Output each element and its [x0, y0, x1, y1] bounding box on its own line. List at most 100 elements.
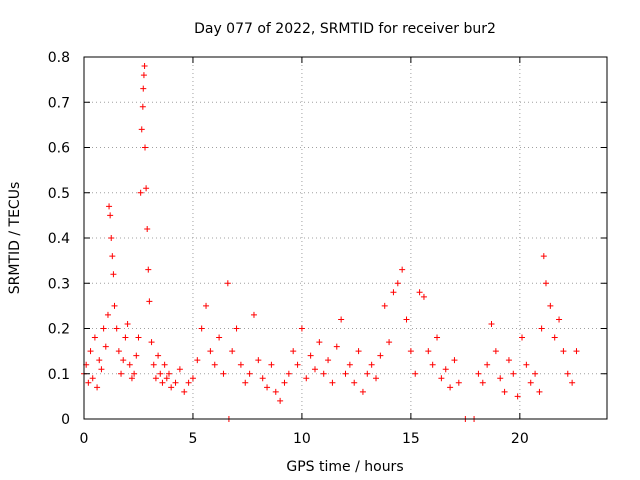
data-point: [272, 388, 279, 395]
data-point: [152, 375, 159, 382]
data-point: [207, 348, 214, 355]
data-point: [492, 348, 499, 355]
data-point: [268, 361, 275, 368]
data-point: [368, 361, 375, 368]
data-point: [102, 343, 109, 350]
data-point: [157, 370, 164, 377]
data-point: [198, 325, 205, 332]
y-axis-label: SRMTID / TECUs: [7, 182, 23, 295]
data-point: [145, 266, 152, 273]
data-point: [290, 348, 297, 355]
data-point: [89, 375, 96, 382]
data-point: [185, 379, 192, 386]
y-tick-label: 0.2: [48, 322, 70, 338]
data-point: [514, 393, 521, 400]
data-point: [429, 361, 436, 368]
data-point: [527, 379, 534, 386]
data-point: [569, 379, 576, 386]
data-point: [540, 253, 547, 260]
data-point: [108, 235, 115, 241]
data-point: [133, 352, 140, 359]
data-point: [523, 361, 530, 368]
data-point: [111, 302, 118, 309]
data-points: [81, 63, 580, 422]
data-point: [407, 348, 414, 355]
y-tick-label: 0.5: [48, 186, 70, 202]
y-tick-label: 0.3: [48, 276, 70, 292]
data-point: [320, 370, 327, 377]
y-tick-label: 0.6: [48, 141, 70, 157]
data-point: [364, 370, 371, 377]
y-tick-label: 0.4: [48, 231, 70, 247]
data-point: [165, 370, 172, 377]
data-point: [148, 339, 155, 346]
x-tick-label: 0: [80, 431, 89, 447]
data-point: [434, 334, 441, 341]
data-point: [150, 361, 157, 368]
data-point: [425, 348, 432, 355]
data-point: [399, 266, 406, 273]
data-point: [250, 311, 257, 318]
data-point: [242, 379, 249, 386]
x-tick-label: 20: [511, 431, 529, 447]
data-point: [377, 352, 384, 359]
data-point: [547, 302, 554, 309]
data-point: [316, 339, 323, 346]
data-point: [143, 185, 150, 192]
data-point: [172, 379, 179, 386]
data-point: [390, 289, 397, 296]
data-point: [128, 375, 135, 382]
data-point: [285, 370, 292, 377]
data-point: [106, 203, 113, 210]
x-tick-label: 10: [293, 431, 311, 447]
data-point: [122, 334, 129, 341]
data-point: [113, 325, 120, 332]
data-point: [142, 144, 149, 151]
data-point: [538, 325, 545, 332]
data-point: [442, 366, 449, 373]
data-point: [255, 357, 262, 364]
data-point: [161, 361, 168, 368]
data-point: [194, 357, 201, 364]
data-point: [211, 361, 218, 368]
data-point: [137, 189, 144, 196]
data-point: [163, 375, 170, 382]
data-point: [501, 388, 508, 395]
data-point: [203, 302, 210, 309]
y-tick-label: 0.1: [48, 367, 70, 383]
data-point: [386, 339, 393, 346]
data-point: [189, 375, 196, 382]
data-point: [110, 271, 117, 278]
data-point: [120, 357, 127, 364]
data-point: [510, 370, 517, 377]
grid-layer: [84, 57, 607, 419]
data-point: [560, 348, 567, 355]
data-point: [104, 311, 111, 318]
data-point: [91, 334, 98, 341]
data-point: [109, 253, 116, 260]
data-point: [307, 352, 314, 359]
data-point: [338, 316, 345, 323]
data-point: [135, 334, 142, 341]
y-tick-label: 0.7: [48, 95, 70, 111]
data-point: [447, 384, 454, 391]
data-point: [176, 366, 183, 373]
data-point: [416, 289, 423, 296]
data-point: [488, 320, 495, 327]
data-point: [237, 361, 244, 368]
data-point: [394, 280, 401, 287]
data-point: [346, 361, 353, 368]
data-point: [115, 348, 122, 355]
data-point: [455, 379, 462, 386]
data-point: [484, 361, 491, 368]
data-point: [96, 357, 103, 364]
data-point: [532, 370, 539, 377]
data-point: [519, 334, 526, 341]
data-point: [333, 343, 340, 350]
data-point: [98, 366, 105, 373]
data-point: [100, 325, 107, 332]
x-tick-label: 5: [188, 431, 197, 447]
data-point: [146, 298, 153, 305]
data-point: [118, 370, 125, 377]
data-point: [329, 379, 336, 386]
